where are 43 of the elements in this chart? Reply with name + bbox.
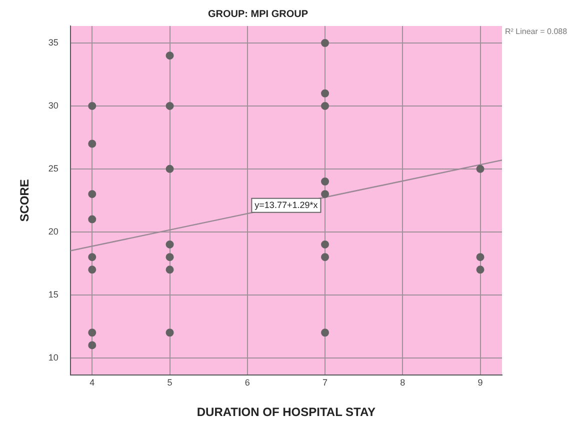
point [166, 253, 174, 262]
point [321, 190, 330, 198]
point [88, 253, 96, 262]
point [88, 102, 96, 110]
point [166, 52, 174, 60]
point [88, 190, 96, 198]
point [476, 266, 484, 274]
x-tick-label: 7 [322, 378, 328, 388]
point [166, 266, 174, 274]
y-tick-label: 10 [48, 352, 58, 362]
point [476, 164, 484, 173]
point [166, 164, 174, 173]
series-label: y=13.77+1.29*x [254, 200, 318, 210]
x-axis-title: DURATION OF HOSPITAL STAY [196, 405, 376, 420]
point [321, 240, 330, 248]
point [88, 140, 96, 148]
y-tick-label: 35 [48, 37, 58, 48]
point [321, 102, 330, 110]
point [476, 253, 484, 262]
y-tick-label: 20 [48, 226, 58, 236]
y-axis-title: SCORE [18, 179, 32, 222]
point [166, 328, 174, 337]
point [321, 328, 330, 337]
point [166, 240, 174, 248]
y-tick-label: 15 [48, 289, 58, 300]
x-tick-label: 9 [478, 378, 483, 388]
x-tick-label: 6 [244, 378, 250, 388]
chart-title: GROUP: MPI GROUP [208, 8, 308, 20]
point [88, 328, 96, 337]
x-tick-label: 5 [167, 378, 172, 388]
y-tick-label: 30 [48, 100, 58, 110]
point [88, 215, 96, 224]
point [321, 178, 330, 186]
y-tick-label: 25 [48, 163, 58, 174]
point [88, 341, 96, 350]
point [321, 253, 330, 262]
point [321, 89, 330, 98]
point [88, 266, 96, 274]
point [321, 39, 330, 47]
x-tick-label: 4 [90, 378, 95, 388]
text: R² Linear = 0.088 [505, 27, 568, 36]
point [166, 102, 174, 110]
x-tick-label: 8 [400, 378, 406, 388]
